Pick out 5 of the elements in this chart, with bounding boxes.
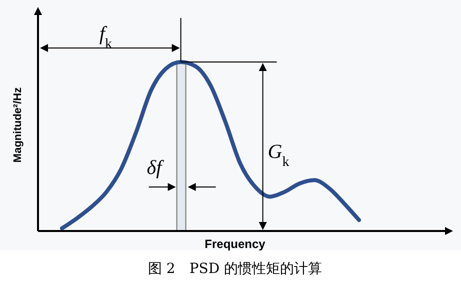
annotation: δf <box>146 157 164 179</box>
annotation: G$_{k}$ <box>268 141 290 170</box>
x-axis-title: Frequency <box>204 237 266 251</box>
text: 图 2 PSD 的惯性矩的计算 <box>148 261 322 277</box>
y-axis-title: Magnitude²/Hz <box>12 86 24 163</box>
